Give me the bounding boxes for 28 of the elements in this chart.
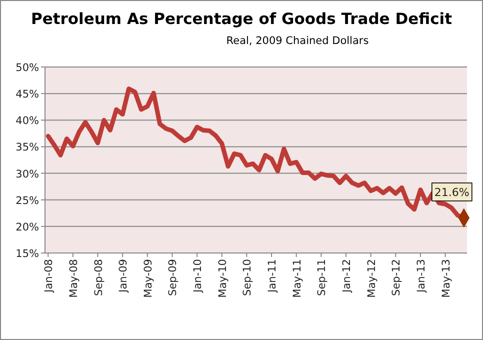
data-label: 21.6% <box>434 186 470 199</box>
x-tick-label: Jan-13 <box>415 259 428 294</box>
chart-subtitle: Real, 2009 Chained Dollars <box>226 35 369 47</box>
x-tick-label: May-08 <box>68 259 80 298</box>
x-tick-label: Jan-09 <box>118 259 130 294</box>
y-tick-label: 20% <box>16 221 40 234</box>
x-tick-label: Sep-08 <box>92 259 105 296</box>
x-tick-label: May-13 <box>440 259 452 298</box>
x-tick-label: May-10 <box>216 259 229 298</box>
x-tick-label: Jan-12 <box>340 259 353 294</box>
x-tick-label: May-09 <box>142 259 154 298</box>
y-tick-label: 40% <box>16 115 40 128</box>
x-tick-label: May-11 <box>291 259 304 298</box>
x-tick-label: Sep-10 <box>242 259 254 296</box>
y-tick-label: 30% <box>16 168 40 180</box>
x-tick-label: Sep-11 <box>316 259 328 296</box>
x-tick-label: Jan-08 <box>43 259 56 294</box>
x-tick-label: May-12 <box>366 259 378 298</box>
chart-title: Petroleum As Percentage of Goods Trade Deficit <box>30 10 453 28</box>
x-tick-label: Jan-10 <box>192 259 204 294</box>
y-tick-label: 25% <box>16 194 40 207</box>
y-tick-label: 15% <box>16 248 40 260</box>
x-tick-label: Sep-12 <box>390 259 403 296</box>
y-tick-label: 35% <box>16 142 40 154</box>
x-tick-label: Sep-09 <box>167 259 180 296</box>
x-tick-label: Jan-11 <box>266 259 279 294</box>
y-tick-label: 50% <box>16 62 40 74</box>
y-tick-label: 45% <box>16 88 40 101</box>
